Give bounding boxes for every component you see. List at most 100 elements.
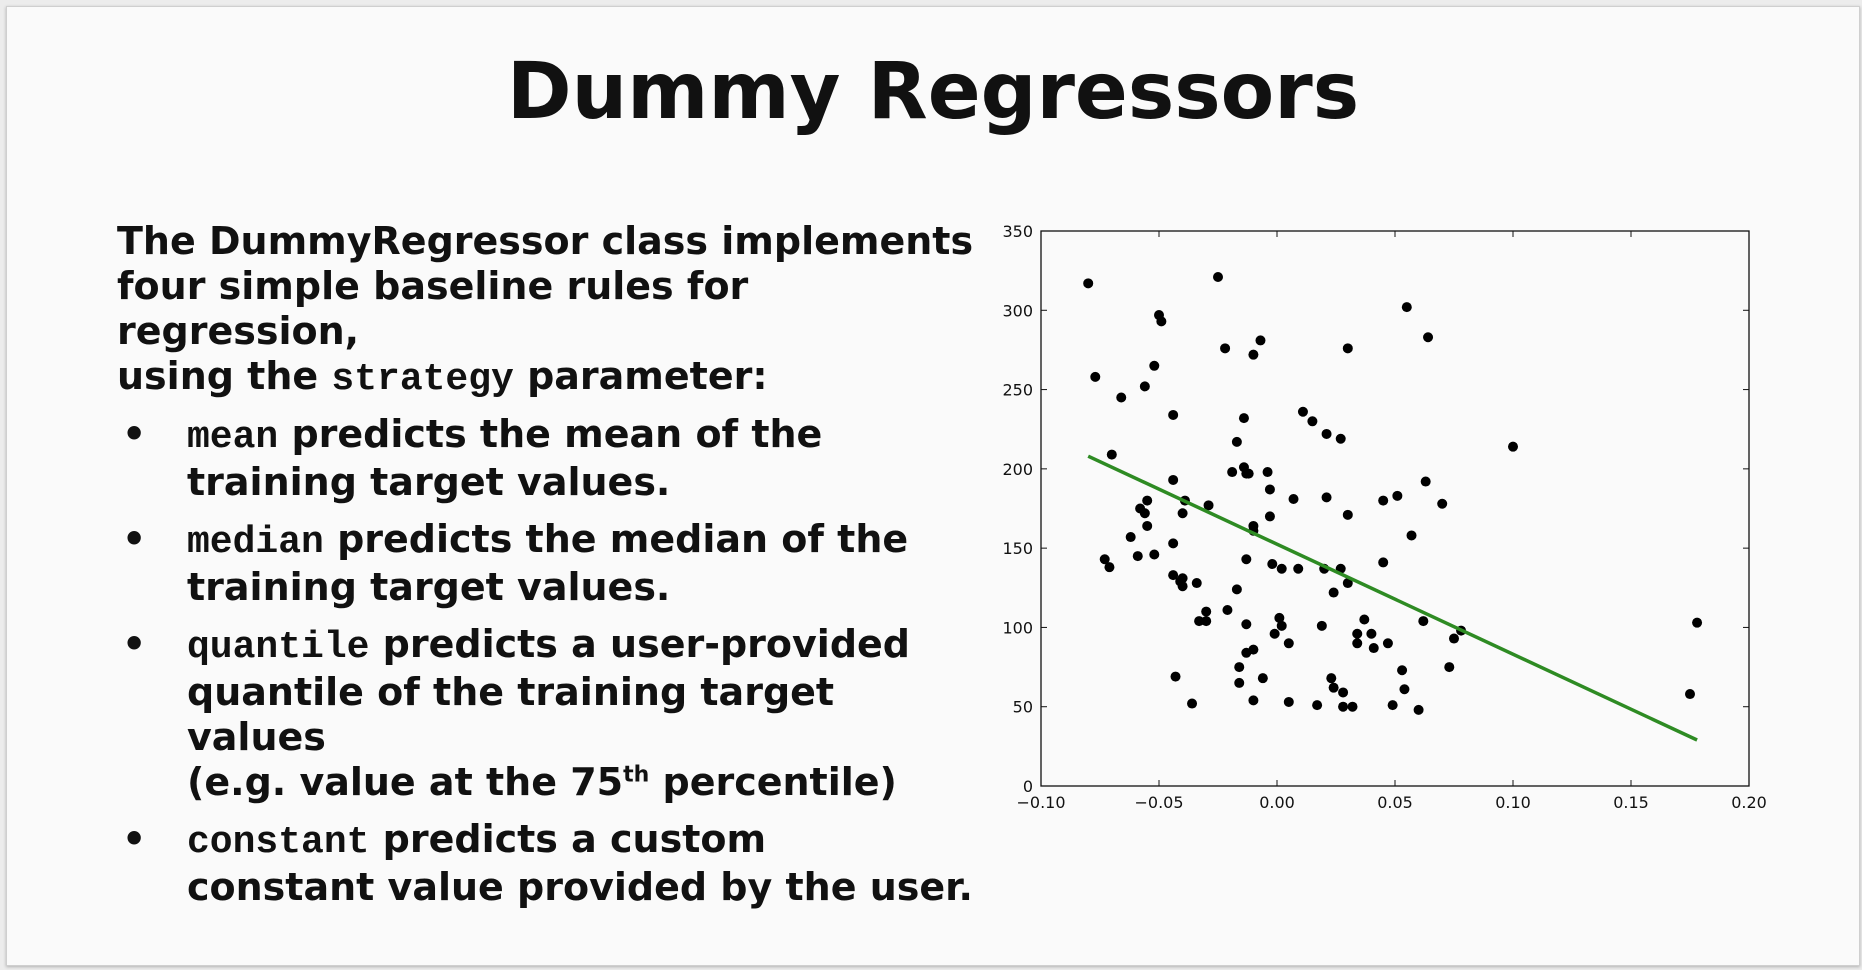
data-point xyxy=(1328,682,1339,693)
y-tick-label: 50 xyxy=(1013,698,1033,717)
strategy-list: • mean predicts the mean of the training… xyxy=(117,412,977,910)
data-point xyxy=(1201,606,1212,617)
strategy-code: strategy xyxy=(331,358,514,401)
data-point xyxy=(1401,302,1412,313)
data-point xyxy=(1090,371,1101,382)
data-point xyxy=(1359,614,1370,625)
bullet-cont-constant: constant value provided by the user. xyxy=(187,865,973,909)
data-point xyxy=(1288,493,1299,504)
data-point xyxy=(1342,509,1353,520)
data-point xyxy=(1248,695,1259,706)
data-point xyxy=(1203,500,1214,511)
bullet-cont2-quantile: (e.g. value at the 75th percentile) xyxy=(187,760,977,805)
slide-title: Dummy Regressors xyxy=(506,47,1360,137)
data-point xyxy=(1326,673,1337,684)
data-point xyxy=(1352,628,1363,639)
data-point xyxy=(1392,490,1403,501)
data-point xyxy=(1234,677,1245,688)
bullet-cont-mean: training target values. xyxy=(187,460,671,504)
data-point xyxy=(1187,698,1198,709)
data-point xyxy=(1297,406,1308,417)
data-point xyxy=(1267,559,1278,569)
data-point xyxy=(1316,620,1327,631)
data-point xyxy=(1116,392,1127,403)
bullet-code-median: median xyxy=(187,521,324,564)
data-point xyxy=(1231,584,1242,595)
x-tick-label: 0.00 xyxy=(1259,793,1295,812)
data-point xyxy=(1397,665,1408,676)
bullet-dot: • xyxy=(122,517,147,561)
data-point xyxy=(1378,557,1389,568)
data-point xyxy=(1420,476,1431,487)
slide-body: The DummyRegressor class implements four… xyxy=(117,219,977,922)
bullet-quantile: • quantile predicts a user-provided quan… xyxy=(117,622,977,805)
data-point xyxy=(1321,428,1332,439)
data-point xyxy=(1692,617,1703,628)
data-point xyxy=(1213,271,1223,282)
bullet-text-mean: predicts the mean of the xyxy=(291,412,823,456)
x-tick-label: 0.15 xyxy=(1613,793,1649,812)
data-point xyxy=(1168,538,1179,549)
y-tick-label: 350 xyxy=(1002,222,1033,241)
x-tick-label: 0.10 xyxy=(1495,793,1531,812)
bullet-text-quantile: predicts a user-provided xyxy=(382,622,910,666)
data-point xyxy=(1241,554,1252,565)
data-point xyxy=(1685,689,1695,700)
bullet-dot: • xyxy=(122,622,147,666)
data-point xyxy=(1342,343,1353,354)
y-tick-labels: 0 50 100 150 200 250 300 350 xyxy=(1002,222,1033,796)
regression-line xyxy=(1087,454,1698,742)
data-point xyxy=(1083,278,1094,289)
x-tick-label: −0.10 xyxy=(1016,793,1065,812)
data-point xyxy=(1366,628,1377,639)
data-point xyxy=(1347,701,1358,712)
data-point xyxy=(1335,433,1346,444)
data-point xyxy=(1342,578,1353,589)
data-point xyxy=(1132,551,1143,562)
data-point xyxy=(1406,530,1417,541)
data-point xyxy=(1149,549,1160,560)
data-point xyxy=(1382,638,1393,649)
data-point xyxy=(1104,562,1115,573)
intro-line-2: four simple baseline rules for regressio… xyxy=(117,264,749,353)
bullet-text-constant: predicts a custom xyxy=(382,817,767,861)
data-point xyxy=(1352,638,1363,649)
bullet-constant: • constant predicts a custom constant va… xyxy=(117,817,977,910)
data-point xyxy=(1168,474,1179,485)
data-point xyxy=(1142,520,1153,531)
intro-line-3: using the strategy parameter: xyxy=(117,354,977,402)
data-points xyxy=(1083,271,1703,715)
x-tick-label: 0.05 xyxy=(1377,793,1413,812)
data-point xyxy=(1168,409,1179,420)
data-point xyxy=(1449,633,1459,644)
intro-line-3-post: parameter: xyxy=(527,354,768,398)
data-point xyxy=(1170,671,1181,682)
bullet-cont-quantile: quantile of the training target values xyxy=(187,670,835,759)
data-point xyxy=(1328,587,1339,598)
data-point xyxy=(1177,581,1188,592)
bullet-dot: • xyxy=(122,412,147,456)
data-point xyxy=(1338,687,1349,698)
x-tick-labels: −0.10 −0.05 0.00 0.05 0.10 0.15 0.20 xyxy=(1016,793,1766,812)
x-tick-label: −0.05 xyxy=(1134,793,1183,812)
bullet-code-constant: constant xyxy=(187,821,370,864)
data-point xyxy=(1231,436,1242,447)
data-point xyxy=(1106,449,1117,460)
slide: Dummy Regressors The DummyRegressor clas… xyxy=(6,6,1860,966)
data-point xyxy=(1227,467,1238,478)
y-tick-label: 0 xyxy=(1023,777,1033,796)
data-point xyxy=(1338,701,1349,712)
y-tick-label: 200 xyxy=(1002,460,1033,479)
data-point xyxy=(1368,643,1379,654)
data-point xyxy=(1248,644,1259,655)
intro-line-3-pre: using the xyxy=(117,354,319,398)
data-point xyxy=(1234,662,1245,673)
data-point xyxy=(1139,508,1150,519)
data-point xyxy=(1220,343,1231,354)
data-point xyxy=(1399,684,1410,695)
data-point xyxy=(1312,700,1323,711)
data-point xyxy=(1168,570,1179,581)
plot-frame xyxy=(1040,230,1750,787)
bullet-median: • median predicts the median of the trai… xyxy=(117,517,977,610)
data-point xyxy=(1508,441,1518,452)
